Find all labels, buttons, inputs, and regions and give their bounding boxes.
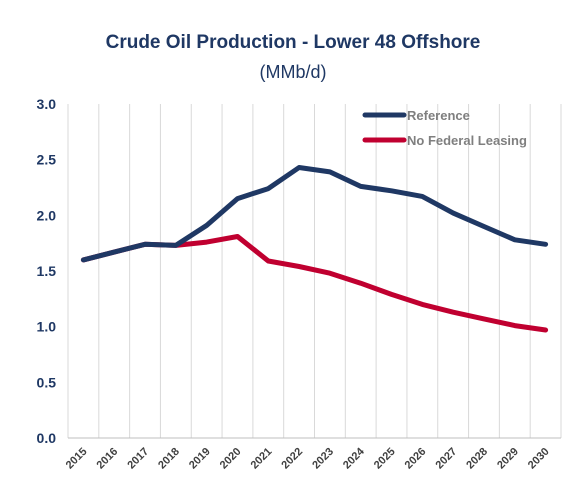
x-tick-label: 2018 — [156, 446, 182, 472]
x-tick-label: 2017 — [125, 446, 151, 472]
x-axis-ticks: 2015 2016 2017 2018 2019 2020 2021 2022 2023 2024… — [64, 445, 552, 471]
x-tick-label: 2026 — [403, 446, 429, 472]
x-tick-label: 2030 — [526, 446, 552, 472]
y-tick-label: 2.5 — [37, 152, 57, 168]
legend-label: Reference — [407, 108, 470, 123]
series-line-reference — [80, 165, 549, 263]
chart-subtitle: (MMb/d) — [259, 62, 327, 82]
x-tick-label: 2016 — [95, 446, 121, 472]
x-tick-label: 2019 — [187, 446, 213, 472]
x-tick-label: 2028 — [464, 446, 490, 472]
chart-title: Crude Oil Production - Lower 48 Offshore — [105, 32, 481, 53]
x-tick-label: 2020 — [218, 446, 244, 472]
legend-label: No Federal Leasing — [407, 133, 527, 148]
x-tick-label: 2022 — [279, 446, 305, 472]
y-tick-label: 1.5 — [37, 263, 57, 279]
x-tick-label: 2024 — [341, 445, 367, 471]
y-tick-label: 1.0 — [37, 319, 57, 335]
grid-lines — [67, 104, 562, 438]
legend: Reference No Federal Leasing — [362, 108, 527, 148]
y-axis-ticks: 0.0 0.5 1.0 1.5 2.0 2.5 3.0 — [37, 96, 57, 446]
x-tick-label: 2025 — [372, 446, 398, 472]
x-tick-label: 2027 — [433, 446, 459, 472]
y-tick-label: 0.0 — [37, 430, 57, 446]
x-tick-label: 2015 — [64, 446, 90, 472]
x-tick-label: 2023 — [310, 446, 336, 472]
y-tick-label: 3.0 — [37, 96, 57, 112]
series-lines — [80, 165, 549, 333]
y-tick-label: 2.0 — [37, 207, 57, 223]
y-tick-label: 0.5 — [37, 374, 57, 390]
x-tick-label: 2029 — [495, 446, 521, 472]
x-tick-label: 2021 — [249, 446, 275, 472]
